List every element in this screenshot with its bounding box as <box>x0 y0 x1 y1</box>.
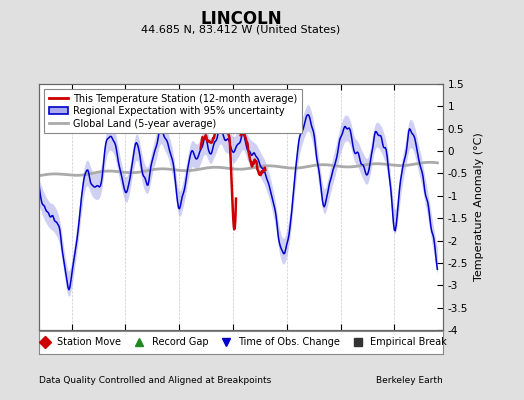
Text: 44.685 N, 83.412 W (United States): 44.685 N, 83.412 W (United States) <box>141 24 341 34</box>
Text: LINCOLN: LINCOLN <box>200 10 282 28</box>
Text: Data Quality Controlled and Aligned at Breakpoints: Data Quality Controlled and Aligned at B… <box>39 376 271 385</box>
Y-axis label: Temperature Anomaly (°C): Temperature Anomaly (°C) <box>474 133 484 281</box>
Legend: This Temperature Station (12-month average), Regional Expectation with 95% uncer: This Temperature Station (12-month avera… <box>44 89 302 134</box>
Text: Berkeley Earth: Berkeley Earth <box>376 376 443 385</box>
Legend: Station Move, Record Gap, Time of Obs. Change, Empirical Break: Station Move, Record Gap, Time of Obs. C… <box>35 338 447 347</box>
